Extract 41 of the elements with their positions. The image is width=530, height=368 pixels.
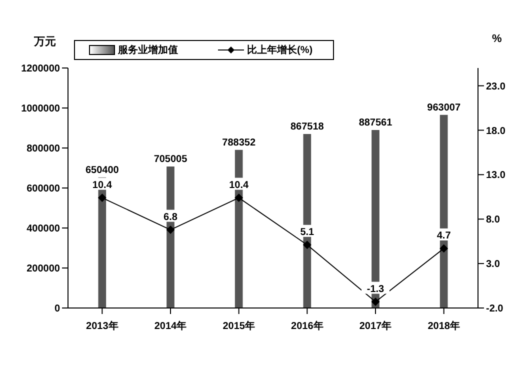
data-label: 963007 [427, 102, 461, 114]
y2-tick-label: 18.0 [486, 126, 506, 137]
y-tick-label: 600000 [26, 184, 60, 195]
y-axis-title: 万元 [34, 35, 56, 49]
y-tick-label: 1000000 [21, 104, 60, 115]
data-label: 10.4 [92, 180, 112, 191]
y2-tick-label: 3.0 [486, 259, 500, 270]
y-tick-label: 400000 [26, 224, 60, 235]
data-label: -1.3 [366, 284, 385, 295]
point [440, 244, 448, 252]
x-tick-label: 2014年 [154, 320, 187, 332]
data-label: 887561 [358, 117, 393, 128]
data-label: 5.1 [300, 226, 315, 238]
point [98, 194, 106, 202]
data-label: 650400 [85, 164, 120, 176]
data-label: 6.8 [164, 212, 178, 223]
x-tick-label: 2013年 [86, 320, 118, 332]
data-label: 705005 [154, 154, 188, 165]
y2-tick-label: 8.0 [486, 214, 500, 226]
x-tick-label: 2015年 [222, 320, 255, 332]
x-tick-label: 2018年 [428, 320, 460, 332]
y-tick-label: 1200000 [21, 64, 60, 75]
point [166, 226, 174, 234]
legend-label: 服务业增加值 [118, 44, 178, 57]
data-label: 788352 [222, 137, 256, 148]
y2-tick-label: -2.0 [486, 304, 504, 315]
point [234, 194, 243, 202]
data-label: 4.7 [436, 230, 452, 242]
y-tick-label: 200000 [26, 264, 60, 275]
y-tick-label: 800000 [26, 144, 60, 155]
y-tick-label: 0 [54, 304, 60, 315]
y2-tick-label: 13.0 [486, 170, 506, 182]
y2-axis-title: % [492, 33, 502, 45]
y2-tick-label: 23.0 [486, 81, 506, 92]
x-tick-label: 2017年 [359, 320, 392, 332]
legend-label: 比上年增长(%) [247, 44, 313, 57]
data-label: 867518 [290, 121, 324, 132]
point [372, 298, 380, 306]
data-label: 10.4 [229, 180, 249, 191]
x-tick-label: 2016年 [291, 320, 324, 332]
point [303, 240, 312, 249]
